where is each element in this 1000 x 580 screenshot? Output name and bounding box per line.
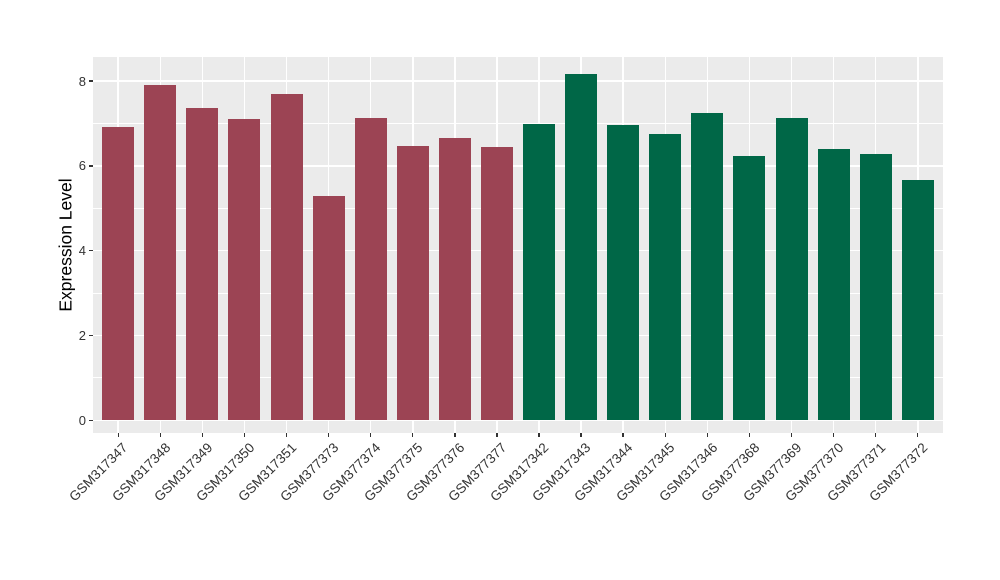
bar-GSM317348: [144, 85, 177, 421]
x-tick-mark-GSM377374: [370, 433, 372, 437]
bar-GSM377370: [817, 149, 850, 421]
bar-GSM377371: [859, 154, 892, 421]
bar-GSM377377: [480, 147, 513, 421]
y-tick-mark-6: [89, 165, 93, 167]
gridline-major-y4: [93, 249, 943, 252]
y-tick-mark-4: [89, 250, 93, 252]
gridline-major-y8: [93, 80, 943, 82]
bar-GSM317351: [270, 93, 303, 421]
x-tick-mark-GSM377376: [454, 433, 456, 437]
y-tick-label-6: 6: [78, 158, 86, 174]
x-tick-mark-GSM317351: [285, 433, 288, 437]
bar-GSM377376: [438, 138, 471, 421]
x-tick-mark-GSM377370: [832, 433, 835, 437]
gridline-minor-y5: [93, 207, 943, 209]
bar-GSM317350: [228, 119, 261, 421]
x-tick-mark-GSM317350: [243, 433, 246, 437]
gridline-major-y2: [93, 334, 943, 337]
x-tick-mark-GSM377371: [874, 433, 877, 437]
x-tick-mark-GSM377368: [748, 433, 751, 437]
x-tick-mark-GSM317345: [664, 433, 666, 437]
y-tick-label-4: 4: [78, 243, 86, 259]
gridline-minor-y7: [93, 123, 943, 124]
x-tick-mark-GSM317343: [580, 433, 582, 437]
gridline-major-y0: [93, 419, 943, 422]
y-tick-mark-2: [89, 334, 93, 337]
bar-GSM317342: [523, 123, 556, 421]
x-tick-mark-GSM377369: [790, 433, 793, 437]
x-tick-mark-GSM317344: [622, 433, 624, 437]
bar-GSM317343: [565, 73, 598, 421]
x-tick-mark-GSM317347: [117, 433, 119, 437]
bar-GSM377374: [354, 118, 387, 421]
gridline-minor-y1: [93, 377, 943, 379]
y-tick-label-8: 8: [78, 73, 86, 89]
bar-GSM317344: [607, 124, 640, 421]
gridline-minor-y3: [93, 292, 943, 294]
gridline-major-y6: [93, 165, 943, 167]
plot-panel: [93, 57, 943, 433]
x-tick-mark-GSM377373: [327, 433, 330, 437]
x-tick-mark-GSM377377: [496, 433, 498, 437]
bar-GSM317345: [649, 133, 682, 421]
x-tick-mark-GSM377372: [917, 433, 919, 437]
x-tick-mark-GSM377375: [412, 433, 414, 437]
x-tick-mark-GSM317348: [159, 433, 162, 437]
x-tick-mark-GSM317349: [201, 433, 204, 437]
x-tick-mark-GSM317346: [706, 433, 709, 437]
y-tick-label-2: 2: [78, 328, 86, 343]
y-tick-mark-0: [89, 419, 93, 421]
bar-GSM377373: [312, 195, 345, 421]
bar-GSM317349: [186, 108, 219, 421]
bar-GSM317347: [102, 126, 135, 421]
bar-GSM377369: [775, 118, 808, 421]
bar-GSM317346: [691, 112, 724, 421]
y-tick-label-0: 0: [78, 412, 86, 428]
bar-GSM377375: [396, 145, 429, 421]
bar-GSM377368: [733, 155, 766, 421]
bar-GSM377372: [901, 179, 934, 421]
x-tick-mark-GSM317342: [538, 433, 540, 437]
y-tick-mark-8: [89, 80, 93, 82]
